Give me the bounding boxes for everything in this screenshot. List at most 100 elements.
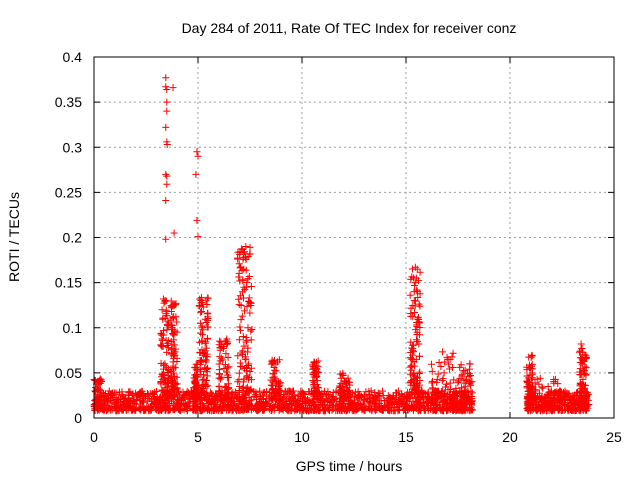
data-point [270, 373, 278, 381]
data-point [239, 378, 247, 386]
data-point [217, 338, 225, 346]
data-point [535, 380, 543, 388]
data-point [449, 364, 457, 372]
data-point [450, 393, 458, 401]
data-point [158, 331, 166, 339]
data-point [221, 390, 229, 398]
data-point [535, 404, 543, 412]
data-point [215, 370, 223, 378]
data-point [577, 340, 585, 348]
data-point [531, 392, 539, 400]
data-point [523, 392, 531, 400]
data-point [454, 379, 462, 387]
y-tick-label: 0.05 [55, 365, 82, 381]
data-point [235, 295, 243, 303]
data-point [199, 326, 207, 334]
data-point [406, 379, 414, 387]
data-point [217, 394, 225, 402]
data-point [222, 337, 230, 345]
data-point [224, 395, 232, 403]
data-point [237, 316, 245, 324]
data-point [242, 355, 250, 363]
data-point [198, 381, 206, 389]
data-point [204, 294, 212, 302]
data-point [443, 399, 451, 407]
data-point [244, 344, 252, 352]
data-point [243, 383, 251, 391]
data-point [355, 403, 362, 411]
data-point [232, 407, 240, 415]
data-point [449, 349, 457, 357]
data-point [533, 398, 541, 406]
data-point [237, 349, 245, 357]
data-point [433, 378, 441, 386]
data-point [195, 382, 203, 390]
data-point [206, 388, 214, 396]
data-point [193, 403, 201, 411]
data-point [427, 404, 435, 412]
data-point [174, 401, 182, 409]
data-point [428, 379, 436, 387]
data-point [238, 392, 246, 400]
data-point [434, 370, 442, 378]
data-point [229, 389, 237, 397]
data-point [246, 250, 254, 258]
data-point [574, 396, 582, 404]
data-point [240, 253, 248, 261]
data-point [366, 391, 374, 399]
data-point [170, 351, 178, 359]
data-point [442, 404, 450, 412]
data-point [533, 375, 541, 383]
data-point [545, 390, 553, 398]
data-point [194, 152, 202, 160]
data-point [192, 170, 200, 178]
axis-ticks [93, 56, 615, 419]
data-point [163, 172, 171, 180]
data-point [345, 386, 353, 394]
data-point [136, 406, 144, 414]
data-point [532, 386, 540, 394]
data-point [163, 107, 171, 115]
data-point [223, 338, 231, 346]
data-point [158, 370, 166, 378]
data-point [241, 307, 249, 315]
data-point [296, 404, 304, 412]
data-point [183, 401, 191, 409]
data-point [524, 379, 532, 387]
data-point [161, 297, 169, 305]
data-point [581, 384, 589, 392]
data-point [170, 373, 178, 381]
data-point [245, 393, 253, 401]
data-point [275, 394, 283, 402]
data-point [360, 392, 368, 400]
data-point [197, 308, 205, 316]
data-point [162, 123, 170, 131]
data-point [119, 406, 127, 414]
data-point [127, 402, 135, 410]
data-point [118, 388, 126, 396]
data-point [242, 243, 250, 251]
data-point [245, 360, 253, 368]
data-point [412, 326, 420, 334]
data-point [116, 395, 124, 403]
data-point [160, 299, 168, 307]
data-point [169, 404, 177, 412]
data-point [170, 229, 178, 237]
data-point [246, 367, 254, 375]
y-tick-label: 0.25 [55, 184, 82, 200]
data-point [415, 318, 423, 326]
data-point [160, 327, 168, 335]
data-point [528, 382, 536, 390]
data-point [215, 388, 223, 396]
data-point [93, 386, 101, 394]
x-tick-label: 5 [194, 429, 202, 445]
data-point [438, 391, 446, 399]
data-point [235, 376, 243, 384]
data-point [342, 407, 350, 415]
y-tick-label: 0.4 [63, 49, 83, 65]
data-point [199, 350, 207, 358]
data-point [235, 301, 243, 309]
data-point [242, 338, 250, 346]
data-point [462, 377, 470, 385]
data-point [167, 338, 175, 346]
